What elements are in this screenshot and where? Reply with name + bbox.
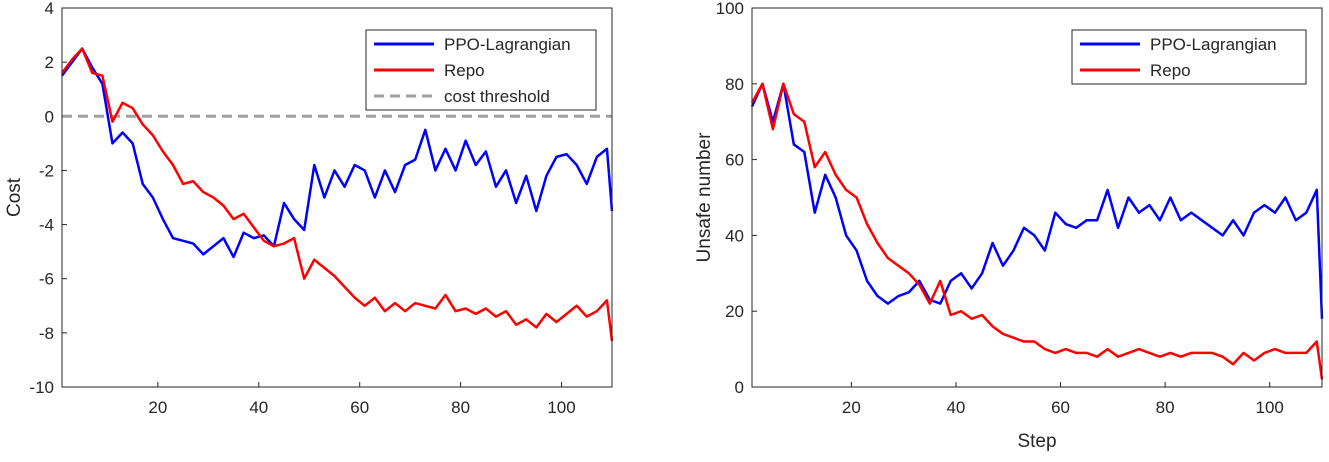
y-tick-label: 80 bbox=[725, 75, 744, 94]
axes-box bbox=[751, 7, 1323, 388]
y-tick-label: -10 bbox=[29, 378, 54, 397]
legend-label: cost threshold bbox=[444, 87, 550, 106]
x-axis-label: Step bbox=[1017, 431, 1056, 452]
y-tick-label: 40 bbox=[725, 226, 744, 245]
x-tick-label: 60 bbox=[350, 398, 369, 417]
y-tick-label: 0 bbox=[45, 107, 54, 126]
x-tick-label: 60 bbox=[1051, 398, 1070, 417]
axes-box bbox=[61, 7, 613, 388]
y-axis-label: Cost bbox=[4, 177, 25, 217]
x-tick-label: 100 bbox=[1256, 398, 1284, 417]
y-tick-label: 100 bbox=[716, 0, 744, 18]
x-tick-label: 80 bbox=[1156, 398, 1175, 417]
x-tick-label: 100 bbox=[547, 398, 575, 417]
y-tick-label: 0 bbox=[735, 378, 744, 397]
y-axis-label: Unsafe number bbox=[694, 132, 715, 263]
legend-label: Repo bbox=[444, 61, 485, 80]
y-tick-label: 2 bbox=[45, 53, 54, 72]
y-tick-label: -6 bbox=[39, 270, 54, 289]
legend-label: Repo bbox=[1150, 61, 1191, 80]
series-line bbox=[750, 82, 1324, 380]
x-tick-label: 80 bbox=[451, 398, 470, 417]
x-tick-label: 20 bbox=[148, 398, 167, 417]
legend-box bbox=[1071, 29, 1307, 85]
y-tick-label: 60 bbox=[725, 151, 744, 170]
x-tick-label: 40 bbox=[249, 398, 268, 417]
series-line bbox=[60, 47, 614, 342]
series-line bbox=[60, 47, 614, 259]
y-tick-label: 20 bbox=[725, 302, 744, 321]
legend-label: PPO-Lagrangian bbox=[444, 35, 571, 54]
y-tick-label: -2 bbox=[39, 161, 54, 180]
y-tick-label: -4 bbox=[39, 216, 54, 235]
x-tick-label: 20 bbox=[842, 398, 861, 417]
x-tick-label: 40 bbox=[946, 398, 965, 417]
y-tick-label: -8 bbox=[39, 324, 54, 343]
y-tick-label: 4 bbox=[45, 0, 54, 18]
legend-label: PPO-Lagrangian bbox=[1150, 35, 1277, 54]
series-line bbox=[750, 82, 1324, 319]
